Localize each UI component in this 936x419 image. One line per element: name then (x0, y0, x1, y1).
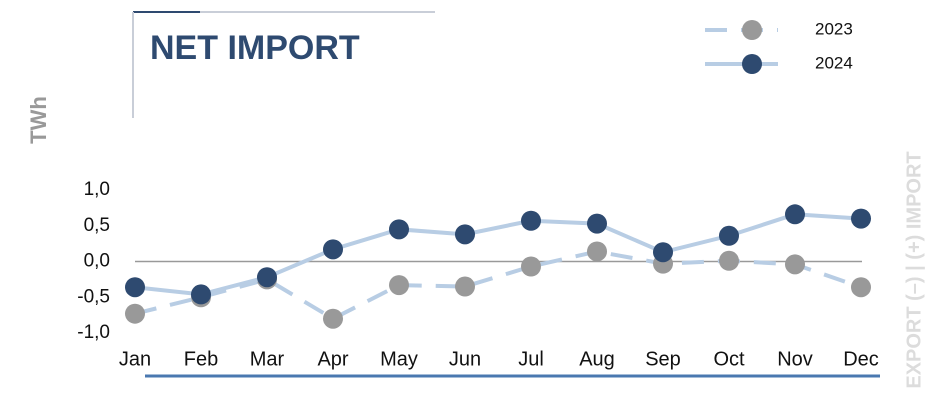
x-tick-label: Jan (119, 348, 151, 370)
x-tick-label: Sep (645, 348, 681, 370)
legend-label: 2024 (815, 53, 853, 72)
x-tick-label: May (380, 348, 418, 370)
y-tick-label: -1,0 (77, 322, 110, 343)
point (323, 239, 343, 260)
point (125, 303, 145, 324)
y-tick-label: 1,0 (84, 179, 110, 200)
point (125, 277, 145, 298)
x-tick-label: Oct (713, 348, 745, 370)
point (455, 276, 475, 297)
point (851, 277, 871, 298)
side-label: EXPORT (–) | (+) IMPORT (903, 151, 925, 388)
point (785, 204, 805, 225)
x-tick-label: Apr (317, 348, 348, 370)
x-tick-label: Aug (579, 348, 615, 370)
point (785, 254, 805, 275)
chart-title: NET IMPORT (150, 29, 360, 67)
x-tick-label: Dec (843, 348, 879, 370)
point (653, 242, 673, 263)
legend-label: 2023 (815, 19, 853, 38)
point (521, 256, 541, 277)
legend-marker (742, 20, 762, 40)
point (455, 224, 475, 245)
point (521, 210, 541, 231)
series-line (134, 249, 862, 321)
point (323, 308, 343, 329)
point (719, 250, 739, 271)
x-tick-label: Mar (250, 348, 285, 370)
x-tick-label: Jun (449, 348, 481, 370)
legend-marker (742, 54, 762, 74)
point (389, 275, 409, 296)
point (851, 208, 871, 229)
y-axis-label: TWh (26, 96, 51, 144)
point (257, 267, 277, 288)
point (389, 219, 409, 240)
y-tick-label: 0,0 (84, 251, 110, 272)
point (719, 225, 739, 246)
point (587, 241, 607, 262)
x-tick-label: Nov (777, 348, 813, 370)
y-tick-label: 0,5 (84, 215, 110, 236)
x-tick-label: Feb (184, 348, 218, 370)
x-tick-label: Jul (518, 348, 544, 370)
y-tick-label: -0,5 (77, 286, 110, 307)
series-line (134, 212, 862, 297)
point (587, 213, 607, 234)
point (191, 284, 211, 305)
